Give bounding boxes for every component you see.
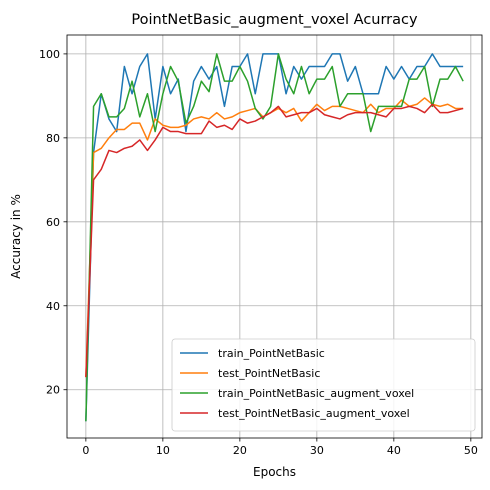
x-tick-label: 30 (310, 444, 324, 457)
series-line-3 (85, 53, 464, 422)
x-axis-ticks: 0 10 20 30 40 50 (82, 438, 478, 457)
x-tick-label: 0 (82, 444, 89, 457)
legend-label: test_PointNetBasic_augment_voxel (218, 407, 410, 420)
y-tick-label: 60 (46, 216, 60, 229)
chart-title: PointNetBasic_augment_voxel Acurracy (131, 12, 418, 28)
x-tick-label: 50 (464, 444, 478, 457)
series-lines (85, 53, 464, 422)
y-axis-label: Accuracy in % (9, 194, 23, 279)
x-axis-label: Epochs (253, 465, 296, 479)
legend: train_PointNetBasic test_PointNetBasictra… (171, 338, 476, 432)
legend-label: train_PointNetBasic (218, 347, 325, 360)
x-tick-label: 20 (233, 444, 247, 457)
series-line-4 (85, 103, 464, 378)
x-tick-label: 40 (387, 444, 401, 457)
x-tick-label: 10 (156, 444, 170, 457)
series-line-2 (85, 97, 464, 378)
plot-frame (66, 34, 483, 439)
y-tick-label: 20 (46, 384, 60, 397)
series-line-1 (85, 53, 464, 422)
legend-label: train_PointNetBasic_augment_voxel (218, 387, 414, 400)
legend-label: test_PointNetBasic (218, 367, 320, 380)
grid-lines (67, 35, 482, 438)
y-axis-ticks: 20 40 60 80 100 (39, 48, 67, 397)
legend-box (171, 338, 476, 432)
y-tick-label: 100 (39, 48, 60, 61)
y-tick-label: 40 (46, 300, 60, 313)
y-tick-label: 80 (46, 132, 60, 145)
